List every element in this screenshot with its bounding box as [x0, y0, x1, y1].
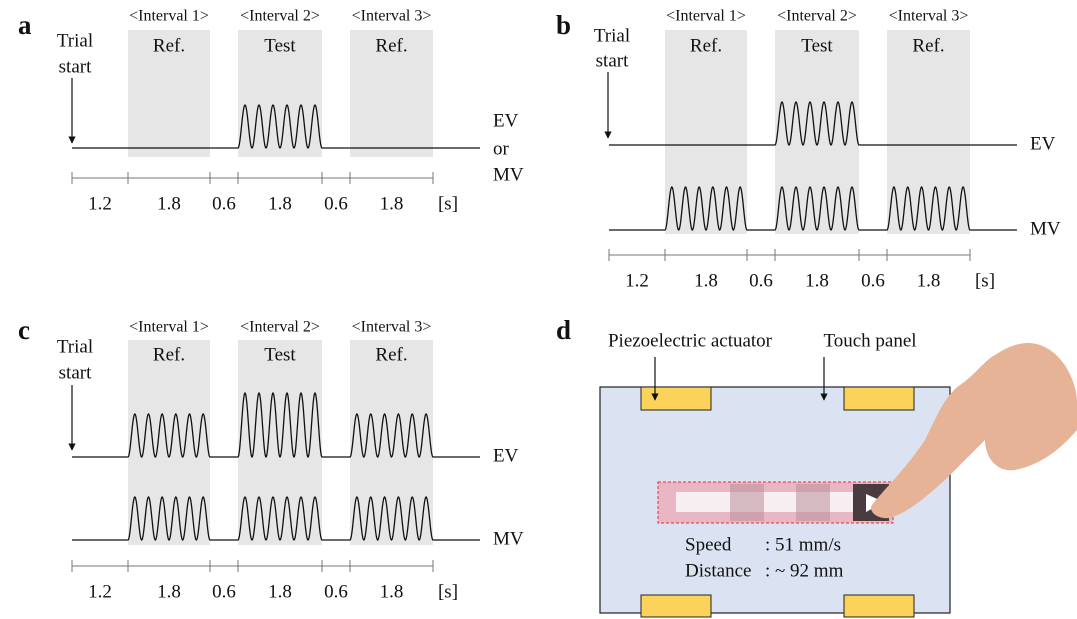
duration: 1.2 [625, 270, 649, 291]
signal-trace [72, 104, 480, 149]
actuator [843, 594, 915, 618]
stimulus-label: Ref. [153, 35, 185, 56]
duration: 1.8 [380, 581, 404, 602]
duration: 1.8 [157, 581, 181, 602]
stimulus-label: Ref. [153, 344, 185, 365]
interval-shade [238, 340, 322, 545]
actuator [640, 594, 712, 618]
duration: 1.2 [88, 193, 112, 214]
trial-start: Trial [57, 30, 93, 51]
stimulus-label: Ref. [375, 35, 407, 56]
actuator [843, 386, 915, 411]
time-unit: [s] [975, 270, 995, 291]
signal-label: or [493, 138, 510, 159]
interval-name: <Interval 1> [129, 8, 209, 25]
panel-label: d [556, 315, 571, 345]
actuator [640, 386, 712, 411]
duration: 1.8 [805, 270, 829, 291]
interval-name: <Interval 3> [352, 8, 432, 25]
duration: 0.6 [749, 270, 773, 291]
trial-start: start [596, 50, 629, 71]
interval-shade [238, 30, 322, 157]
signal-trace [72, 392, 480, 458]
signal-trace [72, 496, 480, 541]
interval-name: <Interval 2> [240, 8, 320, 25]
interval-name: <Interval 3> [352, 319, 432, 336]
duration: 0.6 [212, 193, 236, 214]
interval-shade [887, 30, 970, 234]
touch-panel-illustration [599, 343, 1077, 618]
signal-label: EV [493, 110, 519, 131]
swipe-step [796, 484, 830, 521]
panel-label: a [18, 10, 32, 40]
distance-name: Distance [685, 560, 751, 581]
trial-start: Trial [594, 25, 630, 46]
actuator-label: Piezoelectric actuator [608, 330, 773, 351]
stimulus-label: Ref. [375, 344, 407, 365]
trial-start: start [59, 362, 92, 383]
stimulus-label: Test [264, 344, 296, 365]
duration: 1.2 [88, 581, 112, 602]
interval-shade [128, 340, 210, 545]
signal-label: MV [493, 164, 524, 185]
duration: 1.8 [268, 581, 292, 602]
interval-name: <Interval 1> [666, 8, 746, 25]
signal-trace [609, 101, 1017, 146]
interval-shade [350, 30, 433, 157]
speed-value: : 51 mm/s [765, 534, 841, 555]
duration: 1.8 [380, 193, 404, 214]
signal-label: EV [493, 445, 519, 466]
stimulus-label: Ref. [912, 35, 944, 56]
interval-name: <Interval 3> [889, 8, 969, 25]
trial-start: start [59, 56, 92, 77]
duration: 1.8 [917, 270, 941, 291]
duration: 1.8 [694, 270, 718, 291]
panel-label: b [556, 10, 571, 40]
signal-label: EV [1030, 133, 1056, 154]
duration: 1.8 [268, 193, 292, 214]
interval-name: <Interval 2> [240, 319, 320, 336]
time-unit: [s] [438, 581, 458, 602]
stimulus-label: Test [801, 35, 833, 56]
duration: 0.6 [212, 581, 236, 602]
stimulus-label: Test [264, 35, 296, 56]
signal-label: MV [493, 528, 524, 549]
interval-name: <Interval 2> [777, 8, 857, 25]
panel-label: c [18, 315, 30, 345]
time-unit: [s] [438, 193, 458, 214]
speed-name: Speed [685, 534, 732, 555]
duration: 1.8 [157, 193, 181, 214]
signal-trace [609, 186, 1017, 231]
duration: 0.6 [324, 193, 348, 214]
trial-start: Trial [57, 336, 93, 357]
swipe-step [730, 484, 764, 521]
interval-shade [775, 30, 859, 234]
duration: 0.6 [324, 581, 348, 602]
stimulus-label: Ref. [690, 35, 722, 56]
interval-shade [350, 340, 433, 545]
interval-shade [128, 30, 210, 157]
touch-panel-label: Touch panel [823, 330, 916, 351]
finger [871, 343, 1077, 519]
interval-shade [665, 30, 747, 234]
swipe-bar [676, 492, 866, 512]
duration: 0.6 [861, 270, 885, 291]
interval-name: <Interval 1> [129, 319, 209, 336]
distance-value: : ~ 92 mm [765, 560, 844, 581]
signal-label: MV [1030, 218, 1061, 239]
